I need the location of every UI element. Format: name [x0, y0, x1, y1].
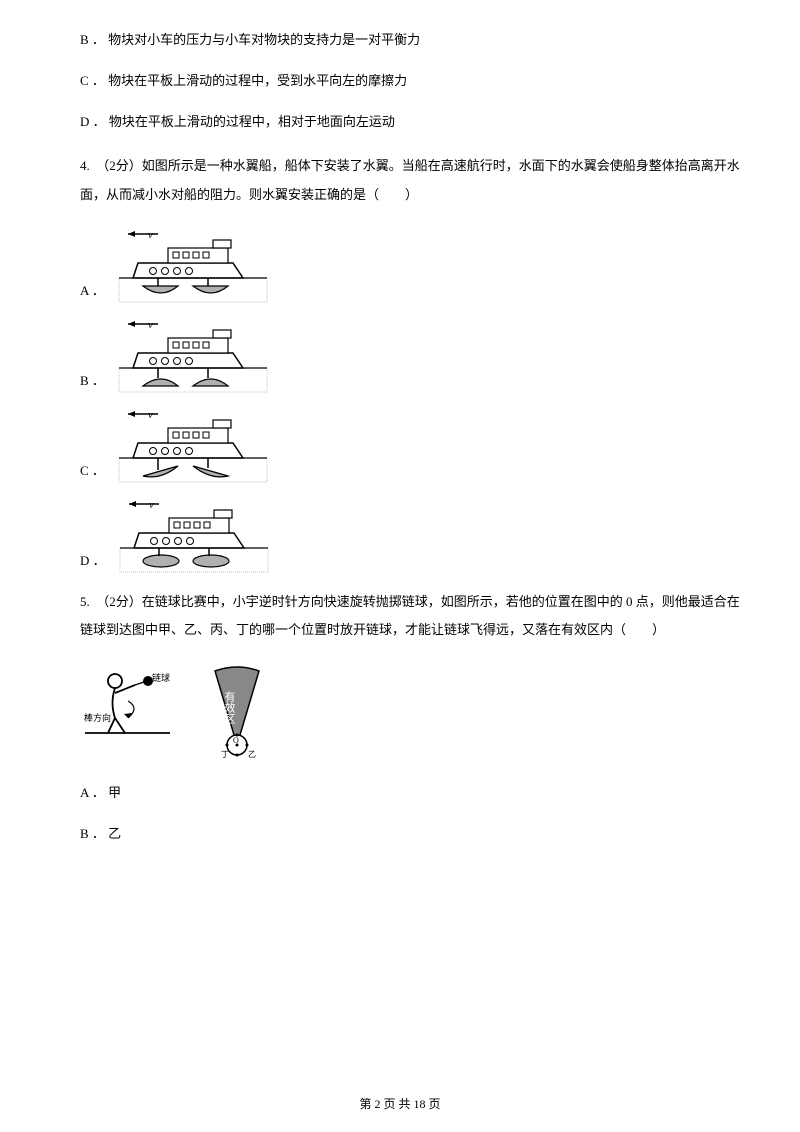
- boat-diagram-c: v: [113, 408, 273, 486]
- q3-option-c: C ． 物块在平板上滑动的过程中，受到水平向左的摩擦力: [60, 71, 740, 92]
- velocity-label: v: [148, 409, 153, 421]
- valid-zone-diagram: 有效区 O 丁 乙: [195, 663, 280, 758]
- q5-optb-label: B ．: [80, 826, 105, 841]
- boat-diagram-d: v: [114, 498, 274, 576]
- q4-option-d: D ． v: [60, 498, 740, 576]
- svg-text:O: O: [233, 736, 239, 745]
- q3-option-b: B ． 物块对小车的压力与小车对物块的支持力是一对平衡力: [60, 30, 740, 51]
- hammer-label: 链球: [152, 672, 170, 683]
- q4-option-c: C ． v: [60, 408, 740, 486]
- q3-optd-label: D ．: [80, 114, 106, 129]
- q4-text: 4. （2分）如图所示是一种水翼船，船体下安装了水翼。当船在高速航行时，水面下的…: [60, 152, 740, 209]
- q4-body: 如图所示是一种水翼船，船体下安装了水翼。当船在高速航行时，水面下的水翼会使船身整…: [80, 158, 740, 202]
- hammer-thrower-diagram: 链球 棒方向: [80, 663, 175, 751]
- q3-optc-text: 物块在平板上滑动的过程中，受到水平向左的摩擦力: [108, 73, 407, 88]
- q4-option-b: B ． v: [60, 318, 740, 396]
- q4-label: 4. （2分）: [80, 158, 142, 173]
- page-footer: 第 2 页 共 18 页: [0, 1095, 800, 1114]
- q3-option-d: D ． 物块在平板上滑动的过程中，相对于地面向左运动: [60, 112, 740, 133]
- q4-optd-label: D ．: [80, 551, 106, 576]
- q5-option-b: B ． 乙: [60, 824, 740, 845]
- svg-text:丁: 丁: [221, 750, 229, 758]
- velocity-label: v: [148, 229, 153, 241]
- q3-optb-text: 物块对小车的压力与小车对物块的支持力是一对平衡力: [108, 32, 420, 47]
- q4-optc-label: C ．: [80, 461, 105, 486]
- q5-opta-text: 甲: [108, 785, 121, 800]
- boat-diagram-b: v: [113, 318, 273, 396]
- page-number: 第 2 页 共 18 页: [359, 1097, 440, 1111]
- svg-text:乙: 乙: [248, 750, 256, 758]
- velocity-label: v: [148, 319, 153, 331]
- q4-optb-label: B ．: [80, 371, 105, 396]
- q5-text: 5. （2分）在链球比赛中，小宇逆时针方向快速旋转抛掷链球，如图所示，若他的位置…: [60, 588, 740, 645]
- q5-opta-label: A ．: [80, 785, 105, 800]
- q4-option-a: A ． v: [60, 228, 740, 306]
- q5-option-a: A ． 甲: [60, 783, 740, 804]
- velocity-label: v: [149, 499, 154, 511]
- q5-images: 链球 棒方向 有效区 O 丁 乙: [60, 663, 740, 758]
- valid-zone-label: 有效区: [223, 689, 236, 723]
- q5-label: 5. （2分）: [80, 594, 142, 609]
- boat-diagram-a: v: [113, 228, 273, 306]
- q5-optb-text: 乙: [108, 826, 121, 841]
- q3-optd-text: 物块在平板上滑动的过程中，相对于地面向左运动: [109, 114, 395, 129]
- q4-opta-label: A ．: [80, 281, 105, 306]
- q3-optc-label: C ．: [80, 73, 105, 88]
- q5-body: 在链球比赛中，小宇逆时针方向快速旋转抛掷链球，如图所示，若他的位置在图中的 0 …: [80, 594, 740, 638]
- q3-optb-label: B ．: [80, 32, 105, 47]
- direction-label: 棒方向: [84, 712, 111, 723]
